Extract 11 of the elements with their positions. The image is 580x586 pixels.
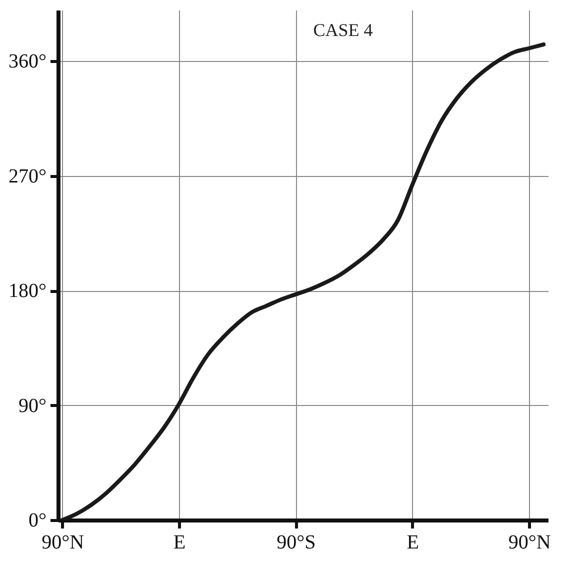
y-tick-label: 270° xyxy=(8,165,46,188)
x-tick-label: 90°N xyxy=(42,532,84,554)
x-tick-label: E xyxy=(406,532,419,554)
x-tick-label: E xyxy=(173,532,186,554)
y-tick-label: 90° xyxy=(18,394,46,417)
y-tick-label: 180° xyxy=(8,280,46,302)
x-tick-label: 90°S xyxy=(276,532,316,554)
y-tick-label: 360° xyxy=(8,50,46,72)
x-tick-label: 90°N xyxy=(508,532,551,554)
y-tick-label: 0° xyxy=(28,510,46,532)
text: CASE 4 xyxy=(313,20,373,40)
